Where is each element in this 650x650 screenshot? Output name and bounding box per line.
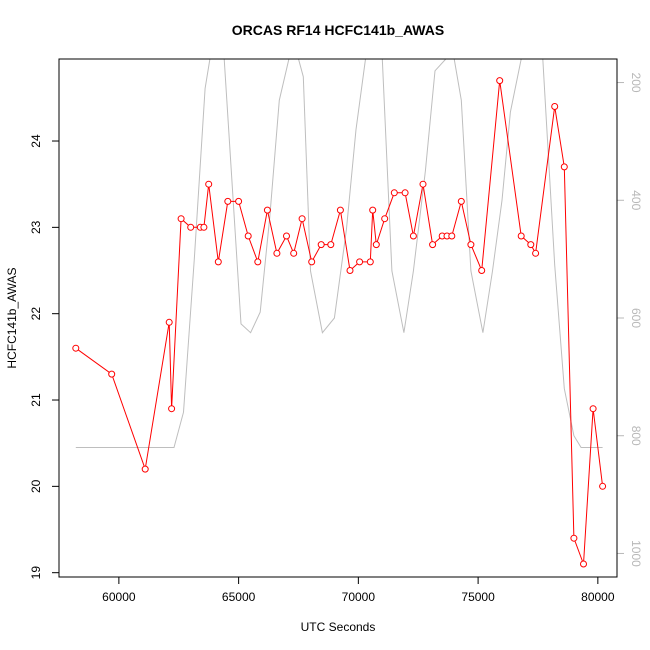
y-tick-label: 22 [29,307,43,321]
data-point [551,103,559,110]
data-point [141,465,149,473]
data-point [336,206,344,214]
y-tick-label: 20 [29,479,43,493]
data-point [165,318,173,326]
data-point [467,241,475,249]
data-point [390,189,398,197]
right-y-tick-label: 400 [629,190,643,210]
chart-title: ORCAS RF14 HCFC141b_AWAS [232,22,444,38]
data-point [187,223,195,231]
right-y-tick-label: 1000 [629,540,643,567]
data-point [532,249,540,257]
data-point [317,241,325,249]
x-axis: 60000 65000 70000 75000 80000 [102,577,615,604]
data-point [168,405,176,413]
data-point [478,267,486,274]
right-y-axis: 200 400 600 800 1000 [617,73,643,567]
x-tick-label: 70000 [342,590,376,604]
x-tick-label: 75000 [461,590,495,604]
data-point [372,241,380,249]
right-y-tick-label: 600 [629,308,643,328]
x-tick-label: 80000 [581,590,615,604]
x-axis-label: UTC Seconds [301,620,376,634]
data-point [570,534,578,542]
x-tick-label: 65000 [222,590,256,604]
data-point [409,232,417,240]
data-point [356,258,364,266]
y-axis: 19 20 21 22 23 24 [29,134,59,579]
data-point [580,560,587,568]
data-point [381,215,389,223]
secondary-series [75,58,603,448]
data-point [589,405,597,413]
data-point [200,223,208,231]
data-point [560,163,568,171]
data-point [254,258,262,266]
data-point [448,232,456,240]
data-point [177,215,185,223]
primary-series [72,77,607,568]
data-point [346,267,354,274]
y-tick-label: 19 [29,566,43,580]
data-point [244,232,252,240]
data-point [224,197,232,205]
data-point [298,215,306,223]
data-point [327,241,335,249]
data-point [108,370,116,378]
data-point [214,258,222,266]
data-point [369,206,377,214]
y-axis-label: HCFC141b_AWAS [5,267,19,368]
data-point [599,482,607,490]
right-y-tick-label: 200 [629,73,643,93]
primary-series-line [75,80,604,565]
data-point [308,258,316,266]
data-point [290,249,298,257]
data-point [527,241,535,249]
data-point [419,180,427,188]
data-point [273,249,281,257]
right-y-tick-label: 800 [629,426,643,446]
data-point [72,344,80,352]
plot-frame [58,58,618,578]
data-point [496,77,504,85]
data-point [263,206,271,214]
data-point [457,197,465,205]
data-point [235,197,243,205]
data-point [283,232,290,240]
y-tick-label: 21 [29,393,43,407]
y-tick-label: 24 [29,134,43,148]
data-point [205,180,213,188]
data-point [517,232,525,240]
data-point [429,241,437,249]
data-point [366,258,374,266]
x-tick-label: 60000 [102,590,136,604]
secondary-series-line [75,58,603,448]
y-tick-label: 23 [29,220,43,234]
data-point [401,189,409,197]
